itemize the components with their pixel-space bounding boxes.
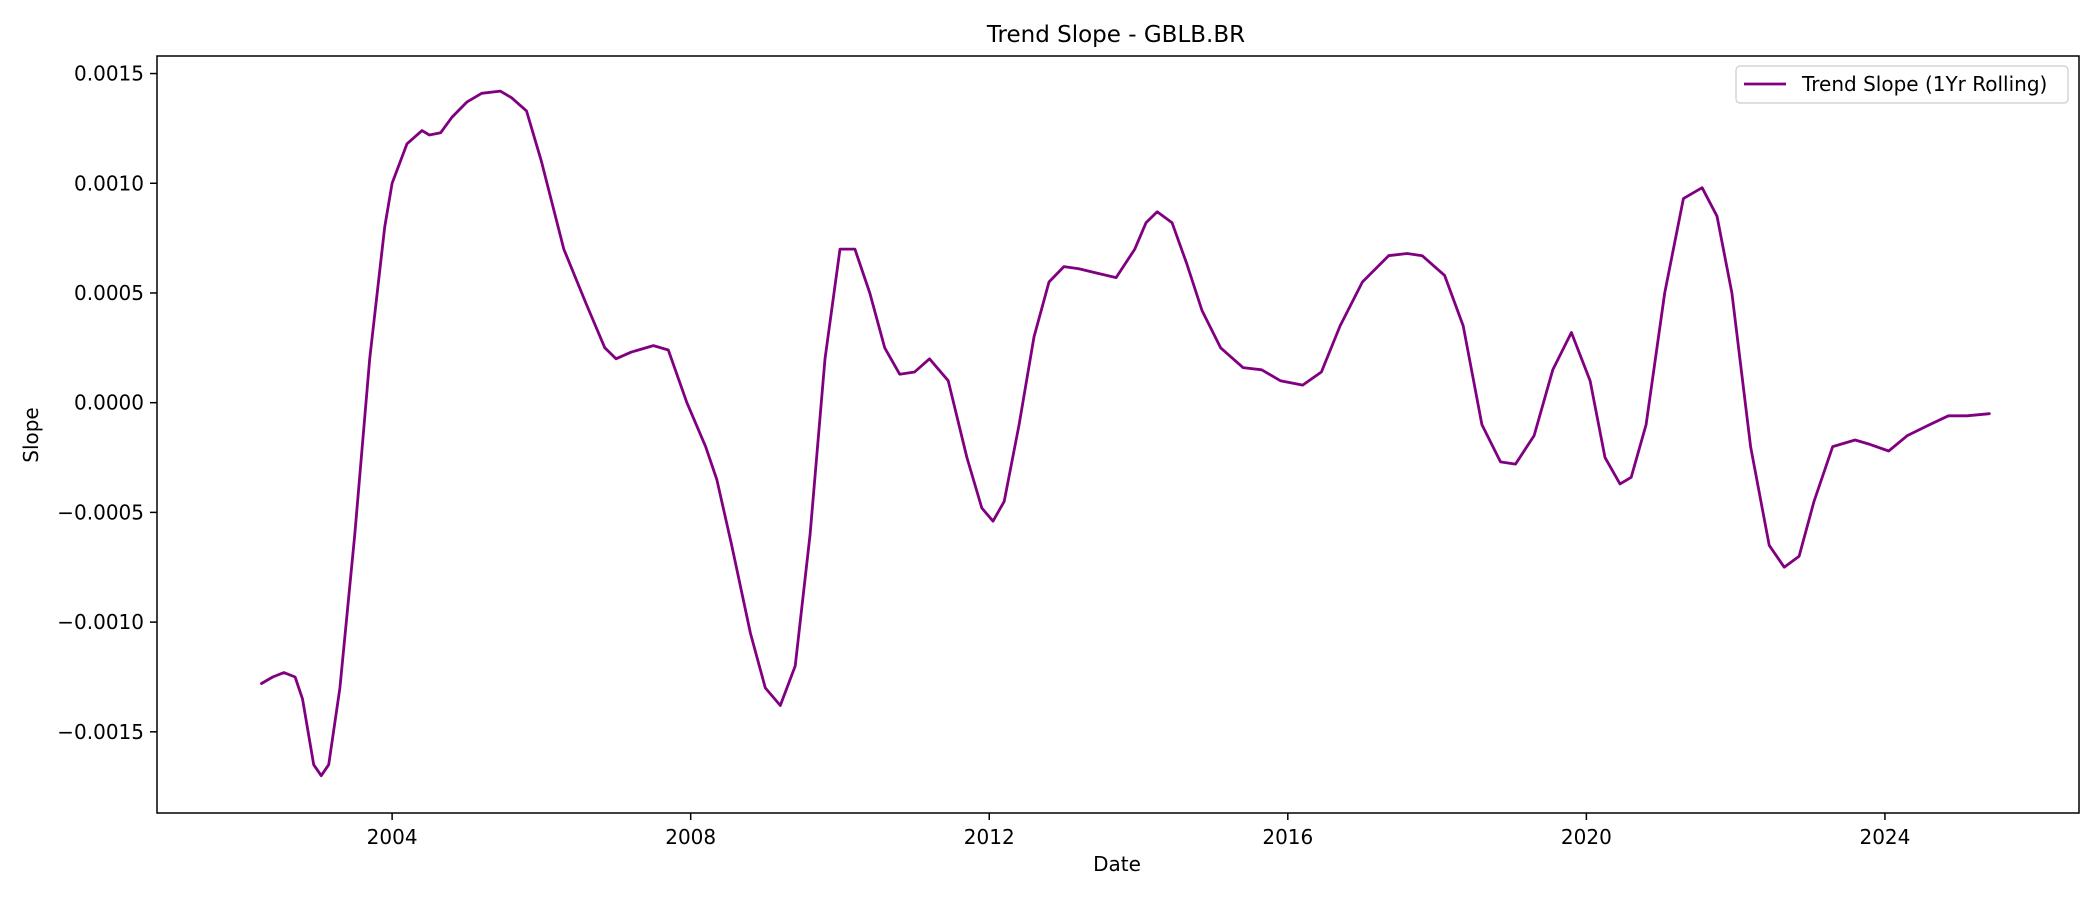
y-tick-label: 0.0010 [74,171,144,195]
x-tick-label: 2020 [1561,825,1612,849]
legend-box [1735,65,2069,104]
plot-frame [156,55,2080,814]
x-tick-label: 2024 [1859,825,1910,849]
y-axis-label: Slope [19,407,43,463]
x-tick-label: 2012 [964,825,1015,849]
legend: Trend Slope (1Yr Rolling) [1735,65,2069,104]
y-tick-label: −0.0015 [57,720,144,744]
x-axis-ticks: 2004 2008 2012 2016 2020 2024 [367,813,1910,849]
legend-label: Trend Slope (1Yr Rolling) [1801,72,2047,96]
y-tick-label: 0.0000 [74,391,144,415]
y-tick-label: 0.0005 [74,281,144,305]
y-tick-label: 0.0015 [74,62,144,86]
trend-slope-line [260,89,1991,778]
y-tick-label: −0.0005 [57,500,144,524]
y-tick-label: −0.0010 [57,610,144,634]
x-tick-label: 2004 [367,825,418,849]
x-tick-label: 2008 [665,825,716,849]
x-tick-label: 2016 [1262,825,1313,849]
chart-title: Trend Slope - GBLB.BR [986,22,1245,48]
x-axis-label: Date [1093,852,1141,876]
y-axis-ticks: 0.0015 0.0010 0.0005 0.0000 −0.0005 −0.0010 −0… [57,62,157,744]
